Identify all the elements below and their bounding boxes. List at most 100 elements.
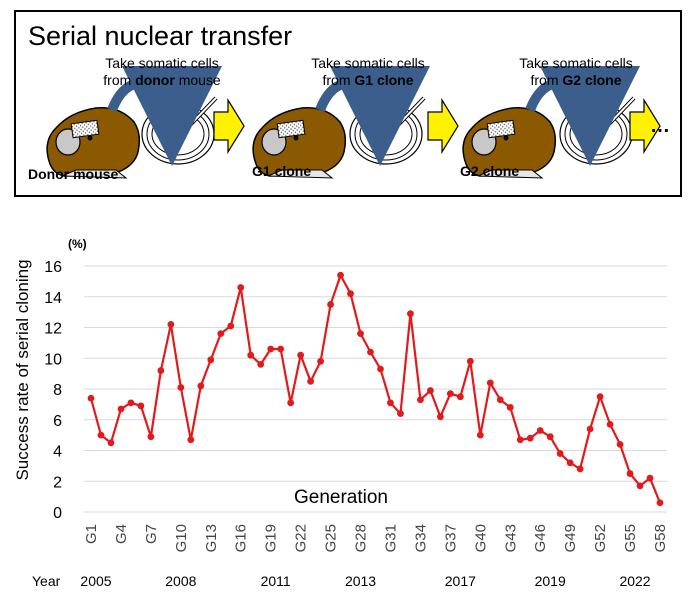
year-label: 2013 <box>345 573 376 589</box>
data-point <box>267 345 275 353</box>
x-tick-label: G13 <box>203 524 220 552</box>
step-g2: Take somatic cells from G2 clone G2 clon… <box>460 55 640 179</box>
x-tick-label: G55 <box>622 524 639 552</box>
y-tick-label: 2 <box>53 474 62 491</box>
culture-dish-icon <box>558 96 636 166</box>
data-point <box>117 405 125 413</box>
data-point <box>297 351 305 359</box>
data-point <box>417 396 424 404</box>
data-point <box>506 404 514 411</box>
y-tick-label: 4 <box>53 444 62 461</box>
data-point <box>127 399 135 407</box>
data-point <box>197 382 205 390</box>
y-tick-label: 12 <box>44 321 62 338</box>
year-label: 2011 <box>261 573 291 589</box>
data-point <box>237 284 245 291</box>
data-point <box>427 387 434 394</box>
step-take-text: Take somatic cells <box>519 55 633 71</box>
x-tick-label: G16 <box>233 524 250 552</box>
data-point <box>247 351 255 359</box>
mouse-label: Donor mouse <box>28 166 118 182</box>
success-rate-chart: 0 2 4 6 8 10 12 14 16 G1 G4 G7 G10 G13 G16 G19 G22 G25 G2… <box>13 237 669 589</box>
x-tick-label: G46 <box>532 524 549 552</box>
x-tick-label: G49 <box>562 524 579 552</box>
data-point <box>157 367 165 374</box>
data-point <box>496 396 504 404</box>
step-take-text: Take somatic cells <box>311 55 425 71</box>
year-label: 2005 <box>80 573 111 589</box>
data-point <box>207 356 215 364</box>
transfer-arrow-icon <box>107 65 222 166</box>
step-from-text: from G2 clone <box>530 72 621 88</box>
data-point <box>536 427 544 434</box>
data-point <box>277 345 285 353</box>
data-point <box>556 450 564 457</box>
year-label: 2022 <box>619 573 650 589</box>
y-tick-label: 14 <box>44 290 62 307</box>
transfer-arrow-icon <box>525 65 640 166</box>
x-tick-label: G10 <box>173 524 190 552</box>
data-point <box>616 440 624 448</box>
data-point <box>596 393 604 401</box>
data-point <box>486 379 494 387</box>
mouse-label: G2 clone <box>460 163 519 179</box>
data-point <box>407 310 414 318</box>
schematic-panel: Serial nuclear transfer Take somatic cel… <box>14 10 682 197</box>
x-tick-label: G19 <box>263 524 280 552</box>
next-step-arrow-icon <box>427 99 459 153</box>
data-point <box>397 410 404 417</box>
mouse-label: G1 clone <box>252 163 311 179</box>
data-point <box>167 321 175 328</box>
data-point <box>526 434 534 442</box>
data-point <box>456 393 464 401</box>
transfer-arrow-icon <box>315 65 430 166</box>
series-line <box>89 272 662 504</box>
data-point <box>147 433 155 441</box>
data-point <box>337 271 344 279</box>
culture-dish-icon <box>140 96 218 166</box>
data-point <box>606 420 614 428</box>
next-step-arrow-icon <box>213 99 245 153</box>
data-point <box>566 459 574 467</box>
y-tick-label: 8 <box>53 382 62 399</box>
x-tick-label: G1 <box>83 524 100 544</box>
y-tick-label: 10 <box>44 351 62 368</box>
year-axis-label: Year <box>32 573 61 589</box>
data-point <box>177 384 185 391</box>
data-point <box>307 377 315 385</box>
data-point <box>656 499 664 507</box>
data-point <box>87 394 95 402</box>
schema-title: Serial nuclear transfer <box>28 21 292 51</box>
x-tick-label: G7 <box>143 524 160 544</box>
data-point <box>476 431 484 439</box>
data-point <box>257 361 265 368</box>
schematic-drawing: Serial nuclear transfer Take somatic cel… <box>28 21 670 182</box>
data-point <box>646 474 654 482</box>
data-point <box>436 413 444 421</box>
data-point <box>576 465 584 473</box>
x-tick-label: G37 <box>442 524 459 552</box>
y-axis-label: Success rate of serial cloning <box>13 259 32 480</box>
y-unit-label: (%) <box>68 237 87 251</box>
generation-annotation: Generation <box>294 487 388 508</box>
y-tick-label: 16 <box>44 259 62 276</box>
data-point <box>347 290 354 298</box>
x-tick-label: G22 <box>293 524 310 552</box>
x-tick-label: G58 <box>652 524 669 552</box>
data-point <box>97 431 105 439</box>
grid-lines <box>84 265 667 513</box>
step-from-text: from G1 clone <box>322 72 413 88</box>
data-point <box>387 399 394 407</box>
data-point <box>227 322 235 330</box>
data-point <box>377 365 384 373</box>
y-tick-labels: 0 2 4 6 8 10 12 14 16 <box>44 259 62 522</box>
step-take-text: Take somatic cells <box>105 55 219 71</box>
data-point <box>636 482 644 490</box>
year-label: 2019 <box>535 573 566 589</box>
year-label: 2017 <box>445 573 476 589</box>
data-point <box>586 425 594 433</box>
data-point <box>357 330 364 338</box>
data-point <box>626 470 634 477</box>
x-tick-label: G52 <box>592 524 609 552</box>
ellipsis: … <box>650 115 670 137</box>
